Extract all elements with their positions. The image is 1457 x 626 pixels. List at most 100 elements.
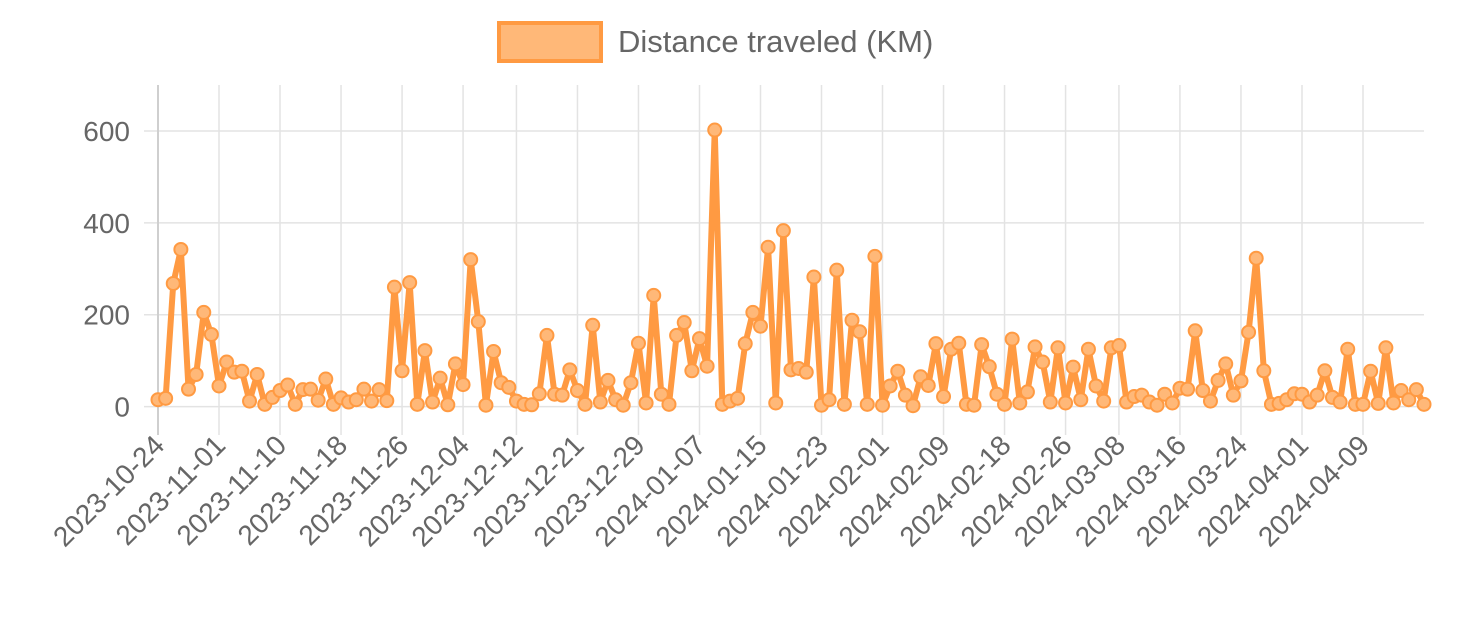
data-point[interactable] [379,393,395,409]
data-point[interactable] [318,371,334,387]
data-point[interactable] [1248,250,1264,266]
data-point[interactable] [1180,381,1196,397]
data-point[interactable] [447,356,463,372]
data-point[interactable] [310,392,326,408]
data-point[interactable] [859,396,875,412]
data-point[interactable] [303,381,319,397]
data-point[interactable] [829,262,845,278]
data-point[interactable] [249,366,265,382]
data-point[interactable] [936,389,952,405]
data-point[interactable] [821,392,837,408]
data-point[interactable] [1363,363,1379,379]
data-point[interactable] [478,397,494,413]
data-point[interactable] [173,241,189,257]
data-point[interactable] [974,337,990,353]
data-point[interactable] [1340,341,1356,357]
data-point[interactable] [989,386,1005,402]
data-point[interactable] [890,363,906,379]
data-point[interactable] [1241,324,1257,340]
data-point[interactable] [1149,397,1165,413]
data-point[interactable] [196,304,212,320]
data-point[interactable] [1035,354,1051,370]
data-point[interactable] [707,122,723,138]
data-point[interactable] [158,390,174,406]
data-point[interactable] [928,336,944,352]
data-point[interactable] [699,358,715,374]
data-point[interactable] [425,394,441,410]
data-point[interactable] [630,335,646,351]
data-point[interactable] [661,396,677,412]
data-point[interactable] [371,382,387,398]
data-point[interactable] [760,239,776,255]
data-point[interactable] [287,396,303,412]
data-point[interactable] [1210,372,1226,388]
data-point[interactable] [1042,394,1058,410]
data-point[interactable] [562,362,578,378]
data-point[interactable] [188,366,204,382]
data-point[interactable] [1355,396,1371,412]
data-point[interactable] [386,279,402,295]
data-point[interactable] [531,386,547,402]
data-point[interactable] [951,335,967,351]
data-point[interactable] [1401,392,1417,408]
data-point[interactable] [554,387,570,403]
data-point[interactable] [440,397,456,413]
data-point[interactable] [775,223,791,239]
data-point[interactable] [394,363,410,379]
data-point[interactable] [1202,393,1218,409]
data-point[interactable] [905,398,921,414]
data-point[interactable] [653,386,669,402]
data-point[interactable] [1195,383,1211,399]
data-point[interactable] [1164,395,1180,411]
data-point[interactable] [882,378,898,394]
data-point[interactable] [1225,387,1241,403]
data-point[interactable] [1058,395,1074,411]
data-point[interactable] [1050,340,1066,356]
data-point[interactable] [455,377,471,393]
data-point[interactable] [1416,396,1432,412]
data-point[interactable] [539,327,555,343]
data-point[interactable] [1096,393,1112,409]
data-point[interactable] [348,392,364,408]
data-point[interactable] [844,312,860,328]
data-point[interactable] [638,395,654,411]
data-point[interactable] [1019,384,1035,400]
data-point[interactable] [1027,339,1043,355]
data-point[interactable] [569,383,585,399]
data-point[interactable] [1332,394,1348,410]
data-point[interactable] [364,393,380,409]
data-point[interactable] [242,393,258,409]
data-point[interactable] [463,252,479,268]
data-point[interactable] [1088,378,1104,394]
data-point[interactable] [798,364,814,380]
data-point[interactable] [615,397,631,413]
data-point[interactable] [737,336,753,352]
data-point[interactable] [997,396,1013,412]
data-point[interactable] [219,354,235,370]
data-point[interactable] [920,377,936,393]
data-point[interactable] [646,287,662,303]
data-point[interactable] [1317,363,1333,379]
data-point[interactable] [669,327,685,343]
data-point[interactable] [676,315,692,331]
data-point[interactable] [577,396,593,412]
data-point[interactable] [875,397,891,413]
data-point[interactable] [1111,338,1127,354]
data-point[interactable] [730,390,746,406]
data-point[interactable] [1385,395,1401,411]
data-point[interactable] [1378,340,1394,356]
data-point[interactable] [417,343,433,359]
data-point[interactable] [768,395,784,411]
data-point[interactable] [1012,395,1028,411]
data-point[interactable] [1233,373,1249,389]
data-point[interactable] [356,381,372,397]
data-point[interactable] [280,377,296,393]
data-point[interactable] [1256,363,1272,379]
data-point[interactable] [409,396,425,412]
data-point[interactable] [1065,359,1081,375]
data-point[interactable] [1004,331,1020,347]
data-point[interactable] [1408,382,1424,398]
data-point[interactable] [211,378,227,394]
data-point[interactable] [524,397,540,413]
data-point[interactable] [1187,323,1203,339]
